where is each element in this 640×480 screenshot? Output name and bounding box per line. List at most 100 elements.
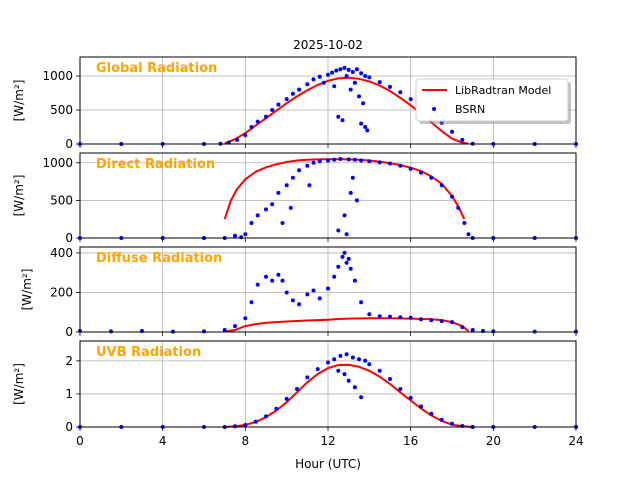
bsrn-data-point [243, 232, 248, 237]
bsrn-data-point [388, 84, 392, 89]
bsrn-data-point [290, 91, 295, 96]
bsrn-data-point [270, 108, 275, 112]
bsrn-data-point [377, 160, 382, 165]
bsrn-data-point [284, 290, 289, 295]
bsrn-data-point [439, 417, 444, 422]
y-tick-label: 1000 [42, 69, 73, 83]
bsrn-data-point [359, 71, 364, 76]
bsrn-data-point [398, 387, 403, 391]
bsrn-data-point [332, 274, 337, 279]
bsrn-data-point [398, 163, 403, 168]
bsrn-data-point [429, 175, 434, 180]
bsrn-data-point [350, 355, 355, 360]
bsrn-data-point [338, 157, 343, 161]
bsrn-data-point [276, 272, 281, 277]
bsrn-data-point [466, 232, 471, 237]
y-tick-label: 500 [50, 193, 73, 207]
bsrn-data-point [326, 72, 330, 77]
y-tick-label: 0 [65, 325, 73, 339]
bsrn-data-point [344, 232, 349, 237]
bsrn-data-point [429, 411, 434, 416]
bsrn-data-point [344, 74, 349, 78]
bsrn-data-point [243, 133, 248, 138]
panel-title: UVB Radiation [96, 345, 201, 360]
bsrn-data-point [290, 298, 295, 303]
bsrn-data-point [311, 160, 316, 165]
y-tick-label: 1000 [42, 156, 73, 170]
x-tick-label: 12 [320, 434, 335, 448]
bsrn-data-point [419, 317, 423, 322]
y-tick-label: 500 [50, 103, 73, 117]
bsrn-data-point [363, 358, 368, 363]
bsrn-data-point [305, 163, 310, 168]
y-axis-label: [W/m²] [20, 269, 34, 311]
bsrn-data-point [359, 395, 364, 400]
legend: LibRadtran Model BSRN [415, 78, 571, 124]
x-tick-label: 4 [159, 434, 167, 448]
x-axis-label: Hour (UTC) [295, 457, 361, 471]
bsrn-data-point [352, 385, 357, 390]
bsrn-data-point [332, 157, 337, 162]
bsrn-data-point [450, 320, 454, 325]
bsrn-data-point [340, 118, 345, 123]
bsrn-data-point [264, 414, 268, 419]
bsrn-data-point [338, 353, 343, 358]
bsrn-data-point [419, 404, 423, 409]
y-axis-label: [W/m²] [12, 175, 26, 217]
bsrn-data-point [346, 157, 351, 162]
x-tick-label: 8 [242, 434, 250, 448]
bsrn-data-point [352, 278, 357, 283]
bsrn-data-point [367, 362, 372, 367]
bsrn-data-point [233, 424, 237, 429]
y-tick-label: 400 [50, 246, 73, 260]
bsrn-data-point [348, 190, 353, 195]
bsrn-data-point [361, 101, 366, 106]
x-tick-label: 0 [76, 434, 84, 448]
bsrn-data-point [338, 67, 343, 72]
legend-bsrn-swatch [432, 107, 436, 111]
bsrn-data-point [408, 315, 413, 320]
bsrn-data-point [439, 183, 444, 188]
panel-frame [79, 246, 577, 333]
bsrn-data-point [317, 159, 322, 164]
bsrn-data-point [284, 97, 289, 102]
bsrn-data-point [264, 274, 268, 279]
bsrn-data-point [284, 183, 289, 188]
bsrn-data-point [408, 97, 413, 102]
bsrn-data-point [367, 75, 372, 80]
bsrn-data-point [332, 357, 337, 362]
bsrn-data-point [255, 282, 260, 287]
bsrn-data-point [352, 80, 357, 85]
bsrn-data-point [295, 387, 299, 391]
bsrn-data-point [450, 421, 454, 426]
bsrn-data-point [290, 175, 295, 180]
panel-frame [79, 152, 577, 239]
bsrn-data-point [350, 175, 355, 180]
bsrn-data-point [359, 121, 364, 126]
bsrn-data-point [346, 378, 351, 383]
bsrn-data-point [342, 372, 347, 377]
legend-model-label: LibRadtran Model [455, 84, 551, 97]
bsrn-data-point [357, 357, 361, 362]
bsrn-data-point [348, 266, 353, 271]
bsrn-data-point [408, 166, 413, 171]
bsrn-data-point [344, 260, 349, 265]
bsrn-data-point [255, 213, 260, 218]
bsrn-data-point [202, 329, 206, 334]
bsrn-data-point [280, 221, 285, 225]
bsrn-data-point [388, 161, 392, 166]
x-tick-label: 24 [568, 434, 583, 448]
bsrn-data-point [342, 65, 347, 70]
bsrn-data-point [284, 396, 289, 401]
legend-box [415, 78, 569, 122]
bsrn-data-point [274, 406, 279, 411]
bsrn-data-point [357, 94, 361, 99]
bsrn-data-point [317, 74, 322, 79]
bsrn-data-point [311, 288, 316, 293]
bsrn-data-point [363, 125, 368, 129]
bsrn-data-point [377, 368, 382, 373]
bsrn-data-point [359, 300, 364, 305]
y-tick-label: 0 [65, 231, 73, 245]
